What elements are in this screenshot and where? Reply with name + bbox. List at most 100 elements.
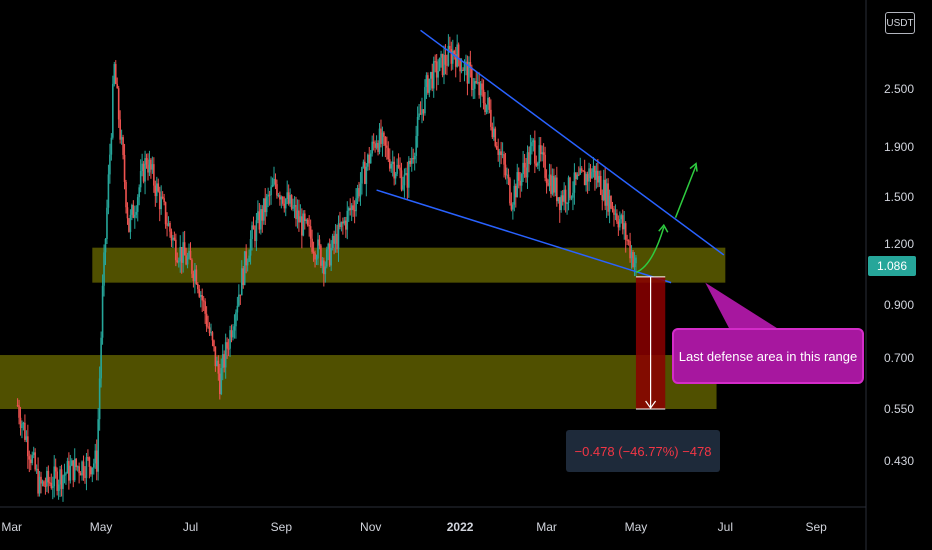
- candle-body: [38, 476, 41, 494]
- candle-body: [327, 243, 330, 250]
- candle-body: [252, 225, 255, 230]
- candle-body: [346, 210, 349, 230]
- candle-body: [166, 224, 168, 226]
- candle-body: [463, 62, 466, 71]
- measure-arrow-head: [645, 400, 657, 410]
- candle-body: [621, 215, 624, 230]
- candle-body: [435, 61, 438, 78]
- candle-body: [153, 164, 155, 186]
- candle-body: [117, 88, 120, 120]
- candle-body: [611, 208, 614, 210]
- price-tick-label: 0.900: [884, 298, 914, 312]
- drawings: [376, 29, 780, 410]
- candle-body: [279, 195, 281, 200]
- candle-body: [532, 140, 535, 143]
- candle-body: [173, 237, 176, 240]
- candle-body: [238, 294, 240, 306]
- candle-body: [416, 116, 419, 137]
- candle-body: [355, 198, 357, 212]
- candle-body: [431, 72, 434, 89]
- time-tick-label: Nov: [360, 520, 381, 534]
- upper-trendline: [420, 29, 725, 256]
- candle-body: [471, 67, 473, 90]
- candle-body: [613, 209, 615, 215]
- candle-body: [317, 239, 319, 259]
- candle-body: [441, 53, 444, 76]
- candle-body: [345, 220, 347, 230]
- candle-body: [619, 219, 621, 228]
- candle-body: [123, 154, 126, 182]
- candle-body: [75, 458, 77, 467]
- candle-body: [577, 174, 580, 176]
- candle-body: [400, 170, 403, 190]
- candle-body: [90, 466, 92, 475]
- candle-body: [221, 354, 224, 369]
- candle-body: [497, 149, 500, 155]
- candle-body: [172, 237, 174, 241]
- candle-body: [49, 482, 51, 484]
- candle-body: [110, 137, 113, 155]
- candle-body: [161, 196, 164, 199]
- candle-body: [538, 145, 541, 164]
- candle-body: [47, 470, 50, 483]
- candle-body: [229, 330, 231, 349]
- support-zone-1: [92, 247, 726, 283]
- candle-body: [170, 231, 173, 241]
- candle-body: [531, 142, 533, 147]
- candle-body: [157, 183, 160, 192]
- candle-body: [557, 197, 560, 202]
- candle-body: [28, 456, 31, 460]
- candle-body: [283, 203, 286, 209]
- candle-body: [588, 168, 590, 182]
- candle-body: [358, 188, 360, 197]
- candle-body: [63, 474, 66, 476]
- candle-body: [434, 61, 436, 63]
- candle-body: [46, 470, 48, 487]
- candle-body: [109, 154, 111, 175]
- candle-body: [107, 174, 110, 208]
- candle-body: [447, 45, 450, 66]
- candle-body: [145, 158, 148, 165]
- candle-body: [541, 152, 543, 155]
- candle-body: [491, 126, 494, 138]
- candle-body: [368, 154, 371, 164]
- candle-body: [419, 113, 422, 115]
- candle-body: [428, 78, 431, 93]
- candle-body: [92, 463, 95, 468]
- candle-body: [211, 332, 214, 341]
- candle-body: [226, 342, 228, 349]
- candle-body: [112, 83, 114, 138]
- candle-body: [569, 177, 571, 198]
- candle-body: [287, 192, 290, 204]
- candle-body: [449, 45, 451, 49]
- candle-body: [579, 168, 582, 175]
- candle-body: [213, 340, 215, 347]
- candle-body: [457, 44, 460, 59]
- candle-body: [41, 481, 44, 484]
- candle-body: [409, 160, 412, 164]
- candle-body: [202, 300, 205, 302]
- price-axis[interactable]: 2.500 1.900 1.500 1.200 0.900 0.700 0.550 0.430: [884, 82, 914, 468]
- candle-body: [245, 251, 247, 266]
- candle-body: [352, 205, 354, 210]
- candle-body: [422, 109, 425, 114]
- callout-note[interactable]: Last defense area in this range: [672, 328, 864, 384]
- candle-body: [197, 283, 199, 290]
- candle-body: [260, 209, 262, 230]
- candle-body: [94, 450, 97, 464]
- candle-body: [594, 165, 596, 180]
- candle-body: [425, 75, 428, 88]
- time-axis[interactable]: Mar May Jul Sep Nov 2022 Mar May Jul Sep: [1, 520, 827, 534]
- candle-body: [394, 173, 397, 179]
- candle-body: [459, 58, 461, 72]
- candle-body: [268, 194, 271, 196]
- candle-body: [78, 466, 80, 474]
- candle-body: [564, 189, 567, 204]
- candle-body: [377, 142, 379, 152]
- candle-body: [365, 166, 368, 184]
- candle-body: [534, 140, 536, 164]
- currency-badge[interactable]: USDT: [885, 12, 915, 34]
- candle-body: [65, 473, 67, 475]
- candle-body: [500, 151, 502, 155]
